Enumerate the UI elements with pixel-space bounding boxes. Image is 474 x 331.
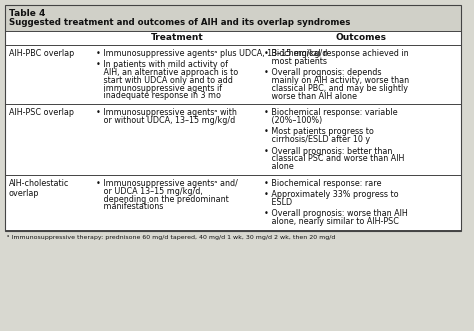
Text: • Biochemical response: variable: • Biochemical response: variable (264, 108, 398, 117)
Text: ᵃ Immunosuppressive therapy: prednisone 60 mg/d tapered, 40 mg/d 1 wk, 30 mg/d 2: ᵃ Immunosuppressive therapy: prednisone … (7, 235, 336, 240)
Bar (5, 5, 461, 231)
Text: • Biochemical response: rare: • Biochemical response: rare (264, 179, 382, 188)
Text: or without UDCA, 13–15 mg/kg/d: or without UDCA, 13–15 mg/kg/d (96, 116, 235, 125)
Text: • Most patients progress to: • Most patients progress to (264, 127, 374, 136)
Text: AIH-cholestatic
overlap: AIH-cholestatic overlap (9, 179, 69, 198)
Bar (5, 45, 461, 104)
Text: worse than AIH alone: worse than AIH alone (264, 91, 357, 101)
Bar (5, 5, 461, 231)
Text: alone: alone (264, 162, 294, 171)
Text: alone, nearly similar to AIH-PSC: alone, nearly similar to AIH-PSC (264, 217, 399, 226)
Text: Table 4: Table 4 (9, 9, 46, 18)
Text: mainly on AIH activity, worse than: mainly on AIH activity, worse than (264, 76, 409, 85)
Text: AIH, an alternative approach is to: AIH, an alternative approach is to (96, 68, 238, 77)
Text: • Overall prognosis: worse than AIH: • Overall prognosis: worse than AIH (264, 209, 408, 218)
Text: depending on the predominant: depending on the predominant (96, 195, 229, 204)
Text: or UDCA 13–15 mg/kg/d,: or UDCA 13–15 mg/kg/d, (96, 187, 203, 196)
Text: • Immunosuppressive agentsᵃ plus UDCA, 13–15 mg/kg/d: • Immunosuppressive agentsᵃ plus UDCA, 1… (96, 49, 328, 58)
Text: AIH-PBC overlap: AIH-PBC overlap (9, 49, 74, 58)
Text: manifestations: manifestations (96, 202, 164, 211)
Text: • In patients with mild activity of: • In patients with mild activity of (96, 60, 228, 69)
Text: • Immunosuppressive agentsᵃ and/: • Immunosuppressive agentsᵃ and/ (96, 179, 238, 188)
Text: • Immunosuppressive agentsᵃ with: • Immunosuppressive agentsᵃ with (96, 108, 237, 117)
Text: • Overall prognosis: better than: • Overall prognosis: better than (264, 147, 392, 156)
Text: inadequate response in 3 mo: inadequate response in 3 mo (96, 91, 221, 101)
Bar (5, 104, 461, 175)
Text: immunosuppressive agents if: immunosuppressive agents if (96, 84, 222, 93)
Text: start with UDCA only and to add: start with UDCA only and to add (96, 76, 233, 85)
Text: Treatment: Treatment (151, 33, 203, 42)
Text: • Overall prognosis: depends: • Overall prognosis: depends (264, 68, 382, 77)
Bar (5, 175, 461, 230)
Text: (20%–100%): (20%–100%) (264, 116, 322, 125)
Text: Outcomes: Outcomes (336, 33, 386, 42)
Text: • Biochemical response achieved in: • Biochemical response achieved in (264, 49, 409, 58)
Text: Suggested treatment and outcomes of AIH and its overlap syndromes: Suggested treatment and outcomes of AIH … (9, 18, 350, 27)
Text: • Approximately 33% progress to: • Approximately 33% progress to (264, 190, 399, 199)
Text: AIH-PSC overlap: AIH-PSC overlap (9, 108, 74, 117)
Text: classical PBC, and may be slightly: classical PBC, and may be slightly (264, 84, 408, 93)
Text: most patients: most patients (264, 57, 327, 66)
Text: classical PSC and worse than AIH: classical PSC and worse than AIH (264, 154, 404, 163)
Text: ESLD: ESLD (264, 198, 292, 207)
Bar (5, 5, 461, 31)
Text: cirrhosis/ESLD after 10 y: cirrhosis/ESLD after 10 y (264, 135, 370, 144)
